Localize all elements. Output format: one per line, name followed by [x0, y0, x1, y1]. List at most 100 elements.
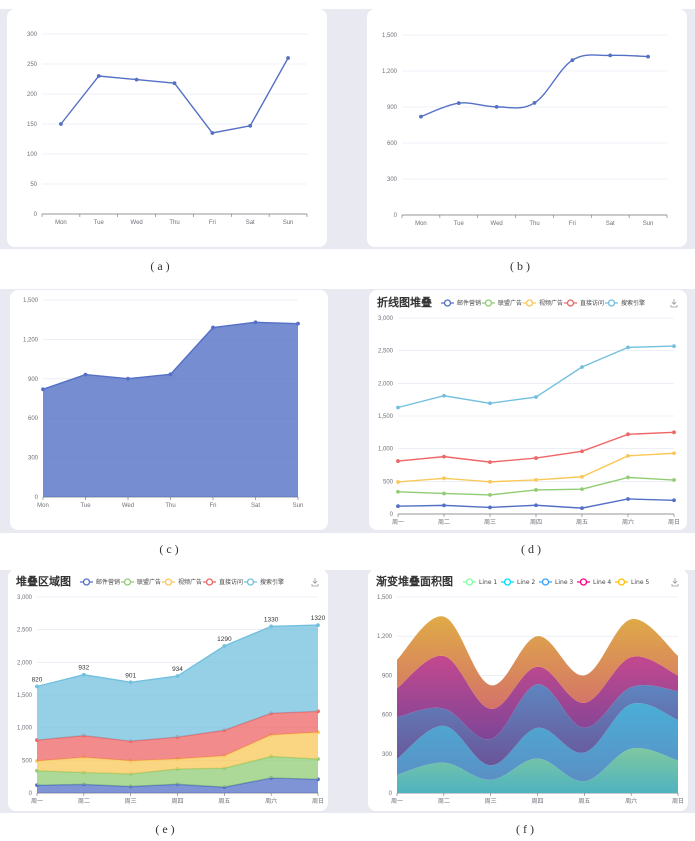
x-tick-label: 周一 — [392, 519, 404, 526]
y-tick-label: 600 — [382, 713, 393, 719]
data-point — [608, 53, 613, 58]
data-point — [488, 493, 492, 497]
legend-circle-icon — [465, 578, 474, 586]
x-tick-label: Fri — [209, 220, 216, 226]
data-label: 1290 — [217, 636, 232, 643]
legend-label: 视频广告 — [178, 578, 202, 586]
legend-circle-icon — [525, 299, 534, 307]
data-point — [488, 479, 492, 484]
data-point — [672, 430, 676, 435]
data-point — [210, 131, 215, 135]
y-tick-label: 200 — [27, 92, 38, 98]
y-tick-label: 0 — [29, 791, 33, 797]
data-point — [580, 487, 584, 492]
data-point — [626, 475, 630, 480]
legend-label: 联盟广告 — [137, 578, 161, 586]
legend-circle-icon — [443, 299, 452, 307]
data-point — [456, 101, 461, 106]
y-tick-label: 1,500 — [378, 414, 394, 420]
legend-label: 直接访问 — [580, 299, 604, 307]
chart-f-svg: 0 300 600 900 1,200 1,500 周一 周二 周三 周四 周五 周六 周日 渐变堆叠面积… — [376, 574, 684, 805]
y-tick-label: 900 — [382, 673, 393, 679]
data-point — [128, 680, 133, 685]
line-series-0 — [60, 57, 289, 134]
x-tick-label: 周五 — [578, 798, 590, 805]
data-point — [442, 491, 446, 496]
x-tick-label: Sun — [293, 503, 304, 509]
data-point — [286, 56, 290, 60]
chart-a-svg: 0 50 100 150 200 250 300 Mon Tue Wed Thu Fri Sat Sun — [27, 32, 308, 226]
legend-circle-icon — [607, 299, 616, 307]
data-point — [168, 372, 173, 377]
area-series-4 — [397, 616, 678, 709]
data-point — [419, 114, 423, 119]
data-point — [396, 405, 400, 410]
legend-item: 搜索引擎 — [605, 299, 645, 307]
y-tick-label: 0 — [394, 213, 398, 219]
data-point — [580, 474, 584, 479]
x-tick-label: Mon — [55, 220, 67, 226]
data-point — [580, 506, 584, 511]
x-tick-label: 周二 — [78, 798, 90, 805]
y-tick-label: 2,500 — [378, 349, 394, 355]
data-point — [672, 344, 676, 348]
y-tick-label: 0 — [35, 495, 39, 501]
x-tick-label: Fri — [569, 221, 576, 227]
data-point — [396, 480, 400, 484]
x-tick-label: 周三 — [484, 519, 496, 526]
y-tick-label: 600 — [387, 141, 398, 147]
data-point — [534, 488, 538, 492]
data-point — [96, 74, 101, 78]
legend-item: 邮件营销 — [80, 578, 120, 586]
y-tick-label: 250 — [27, 62, 38, 68]
data-label: 1320 — [311, 615, 326, 622]
x-tick-label: Thu — [165, 503, 175, 509]
legend-item: Line 1 — [463, 578, 497, 586]
data-point — [175, 674, 180, 678]
data-point — [211, 325, 215, 330]
download-icon — [671, 578, 679, 587]
x-tick-label: 周日 — [668, 519, 680, 526]
y-tick-label: 3,000 — [378, 316, 394, 322]
data-point — [35, 684, 39, 689]
data-point — [442, 454, 446, 459]
legend-label: Line 2 — [517, 579, 535, 586]
download-icon-glyph — [671, 578, 679, 587]
chart-card-d: 0 500 1,000 1,500 2,000 2,500 3,000 周一 周二 周三 周四 周五 周… — [369, 290, 687, 530]
legend-item: 视频广告 — [523, 299, 563, 307]
y-tick-label: 1,200 — [382, 69, 398, 75]
area-series-0 — [43, 322, 298, 497]
data-point — [442, 503, 446, 508]
data-point — [41, 387, 45, 392]
y-tick-label: 300 — [27, 32, 38, 38]
data-point — [316, 623, 320, 627]
y-tick-label: 2,000 — [17, 660, 33, 666]
y-tick-label: 500 — [22, 758, 33, 764]
y-tick-label: 1,200 — [23, 337, 39, 343]
area-series-3 — [37, 711, 318, 761]
legend-circle-icon — [123, 578, 132, 586]
area-series-1 — [397, 703, 678, 782]
data-point — [253, 320, 258, 325]
caption-d: ( d ) — [521, 542, 541, 556]
legend-circle-icon — [484, 299, 493, 307]
x-tick-label: 周五 — [218, 798, 230, 805]
x-tick-label: 周六 — [265, 797, 277, 805]
x-tick-label: Sat — [606, 221, 615, 227]
data-point — [83, 372, 88, 377]
data-point — [488, 505, 492, 510]
legend-label: Line 3 — [555, 579, 573, 586]
data-label: 820 — [32, 677, 43, 684]
legend-label: Line 4 — [593, 579, 611, 586]
x-tick-label: 周六 — [625, 797, 637, 805]
y-tick-label: 600 — [28, 416, 39, 422]
legend-circle-icon — [82, 578, 91, 586]
data-label: 901 — [125, 672, 136, 679]
y-tick-label: 1,500 — [382, 33, 398, 39]
data-point — [626, 497, 630, 501]
chart-title: 堆叠区域图 — [16, 574, 71, 588]
data-point — [442, 393, 446, 398]
data-point — [626, 432, 630, 437]
data-point — [442, 476, 446, 481]
data-point — [396, 504, 400, 509]
